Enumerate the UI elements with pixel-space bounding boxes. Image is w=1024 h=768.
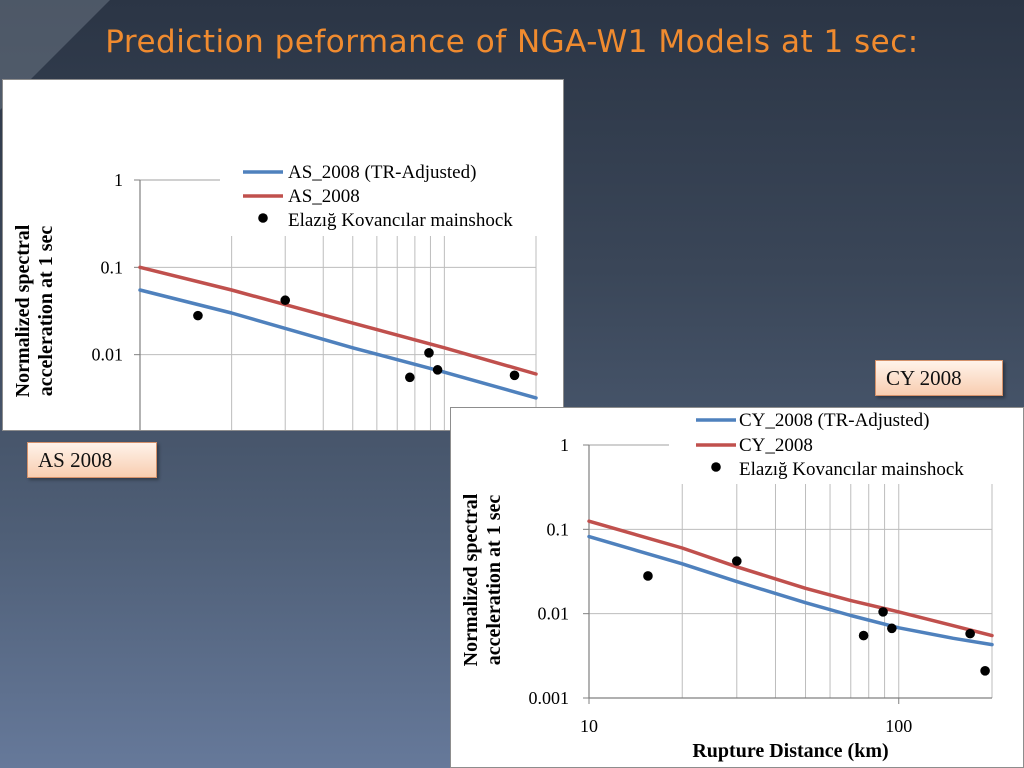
cy2008-label: CY 2008 xyxy=(875,360,1003,396)
as2008-series-2-point xyxy=(432,365,443,375)
cy2008-series-0-line xyxy=(587,534,994,647)
cy2008-y-axis-title-line: acceleration at 1 sec xyxy=(483,495,505,666)
as2008-series-2-point xyxy=(509,370,520,381)
cy2008-y-tick-label: 1 xyxy=(560,435,569,455)
as2008-y-axis-title-line: Normalized spectral xyxy=(12,224,34,397)
cy2008-series-2-point xyxy=(643,571,653,581)
cy2008-series-2-point xyxy=(878,607,888,617)
as2008-legend-label-0: AS_2008 (TR-Adjusted) xyxy=(288,162,476,183)
as2008-series-0-line xyxy=(138,288,538,400)
cy2008-series-2-point xyxy=(731,556,742,566)
as2008-legend-label-2: Elazığ Kovancılar mainshock xyxy=(288,210,513,231)
as2008-legend-label-1: AS_2008 xyxy=(288,186,360,207)
cy2008-x-tick-label: 10 xyxy=(580,716,598,736)
cy2008-y-axis-title-line: Normalized spectral xyxy=(460,493,482,666)
cy2008-series-2-point xyxy=(980,666,990,676)
cy2008-y-axis-title: Normalized spectralacceleration at 1 sec xyxy=(460,493,505,666)
as2008-series-1-line xyxy=(138,265,538,376)
cy2008-series-2-point xyxy=(965,628,975,639)
cy2008-y-tick-label: 0.1 xyxy=(547,519,570,539)
as2008-y-tick-label: 0.01 xyxy=(92,345,124,365)
as2008-series-2-point xyxy=(193,310,203,321)
cy2008-y-tick-label: 0.01 xyxy=(538,604,570,624)
as2008-y-axis-title-line: acceleration at 1 sec xyxy=(35,226,57,397)
as2008-series-2-point xyxy=(405,372,415,383)
cy2008-chart-panel: 1 0.1 0.01 0.001 10 100 Rupture Distance (km) N… xyxy=(450,407,1024,768)
cy2008-chart: 1 0.1 0.01 0.001 10 100 Rupture Distance (km) N… xyxy=(460,408,1008,762)
as2008-y-axis-title: Normalized spectralacceleration at 1 sec xyxy=(12,224,57,397)
as2008-legend-bg xyxy=(235,160,555,230)
cy2008-legend-label-2: Elazığ Kovancılar mainshock xyxy=(739,459,964,480)
cy2008-legend-label-1: CY_2008 xyxy=(739,435,813,456)
as2008-y-tick-label: 0.1 xyxy=(101,257,124,277)
cy2008-y-tick-label: 0.001 xyxy=(529,688,570,708)
cy2008-legend-swatch-2 xyxy=(711,462,721,472)
cy2008-series-1-line xyxy=(587,519,994,638)
as2008-y-tick-label: 1 xyxy=(114,170,123,190)
slide-title: Prediction peformance of NGA-W1 Models a… xyxy=(105,24,919,60)
as2008-series-2-point xyxy=(424,348,434,358)
cy2008-legend-label-0: CY_2008 (TR-Adjusted) xyxy=(739,410,930,431)
as2008-legend-swatch-2 xyxy=(258,213,268,223)
cy2008-x-tick-label: 100 xyxy=(885,716,912,736)
cy2008-x-axis-title: Rupture Distance (km) xyxy=(692,740,888,762)
as2008-series-2-point xyxy=(280,295,291,306)
cy2008-legend-bg xyxy=(688,408,1008,479)
as2008-label: AS 2008 xyxy=(27,442,157,478)
cy2008-series-2-point xyxy=(858,630,869,641)
cy2008-series-2-point xyxy=(887,623,897,634)
